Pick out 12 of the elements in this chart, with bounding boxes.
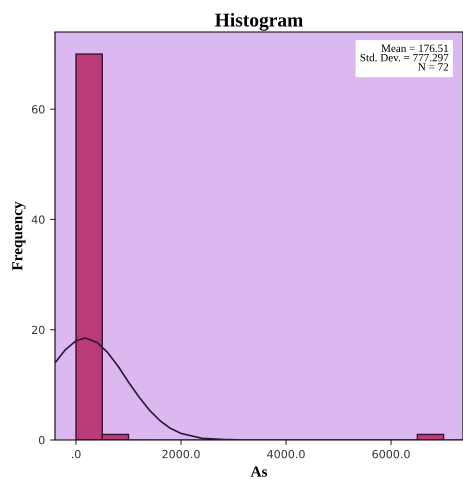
x-tick-label: 4000.0: [267, 450, 305, 458]
y-tick-label: 60: [32, 105, 45, 114]
y-tick-label: 20: [32, 326, 45, 334]
chart-title: Histogram: [215, 12, 303, 31]
y-tick-label: 40: [32, 215, 45, 224]
y-tick-label: 0: [38, 436, 45, 444]
annotation: Mean = 176.51 Std. Dev. = 777.297 N = 72: [360, 44, 448, 71]
x-tick-label: 2000.0: [162, 450, 200, 458]
x-tick-label: .0: [72, 450, 81, 458]
x-tick-label: 6000.0: [372, 450, 410, 458]
y-axis-title: Frequency: [12, 201, 26, 270]
x-axis-title: As: [250, 466, 268, 477]
